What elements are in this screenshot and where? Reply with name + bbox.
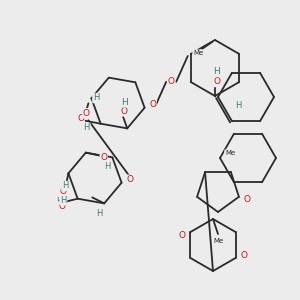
- Text: H: H: [62, 182, 68, 190]
- Text: O: O: [149, 100, 156, 109]
- Text: H: H: [235, 100, 241, 109]
- Text: O: O: [83, 109, 90, 118]
- Text: Me: Me: [225, 150, 235, 156]
- Text: O: O: [168, 77, 175, 86]
- Text: O: O: [77, 114, 84, 123]
- Text: Me: Me: [213, 238, 223, 244]
- Text: O: O: [240, 250, 247, 260]
- Text: H: H: [56, 197, 63, 206]
- Text: O: O: [60, 187, 67, 196]
- Text: H: H: [105, 162, 111, 171]
- Text: H: H: [83, 123, 90, 132]
- Text: O: O: [126, 175, 133, 184]
- Text: O: O: [58, 202, 65, 211]
- Text: H: H: [96, 209, 102, 218]
- Text: H: H: [93, 94, 99, 103]
- Text: O: O: [100, 153, 107, 162]
- Text: O: O: [179, 230, 186, 239]
- Text: H: H: [214, 68, 220, 76]
- Text: O: O: [214, 77, 220, 86]
- Text: Me: Me: [193, 50, 203, 56]
- Text: O: O: [121, 107, 128, 116]
- Text: H: H: [60, 196, 67, 205]
- Text: H: H: [121, 98, 128, 107]
- Text: O: O: [243, 195, 250, 204]
